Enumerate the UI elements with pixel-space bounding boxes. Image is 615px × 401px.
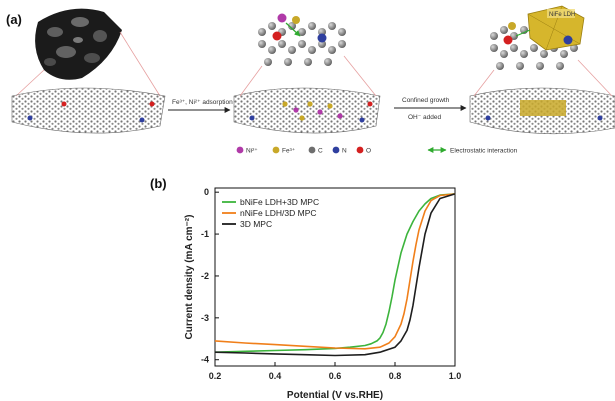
legend-atom-dot <box>356 146 364 154</box>
panel-b-label: (b) <box>150 176 167 191</box>
legend-atom-label: N <box>342 148 347 155</box>
molecule-view-2 <box>258 13 346 66</box>
x-tick-label: 0.8 <box>389 371 402 381</box>
y-tick-label: -2 <box>201 271 209 281</box>
legend-arrow-label: Electrostatic interaction <box>450 148 518 155</box>
legend-atom-label: C <box>318 148 323 155</box>
x-tick-label: 1.0 <box>449 371 462 381</box>
lsv-chart: 0.2 0.4 0.6 0.8 1.0 0 -1 -2 -3 -4 bNiFe LDH+3D MP… <box>184 187 461 401</box>
y-tick-label: -1 <box>201 229 209 239</box>
legend-entry: nNiFe LDH/3D MPC <box>240 208 317 218</box>
step1-text: Fe³⁺, Ni²⁺ adsorption <box>172 99 233 106</box>
zoom-line <box>15 69 45 97</box>
series-line-1 <box>214 193 456 353</box>
series-line-2 <box>214 193 456 350</box>
y-tick-label: -3 <box>201 313 209 323</box>
legend-entry: bNiFe LDH+3D MPC <box>240 197 319 207</box>
legend-atom-dot <box>308 146 316 154</box>
zoom-line <box>343 55 377 97</box>
legend-atom-dot <box>272 146 280 154</box>
legend-atom-label: Fe³⁺ <box>282 148 296 155</box>
x-tick-label: 0.2 <box>209 371 222 381</box>
porous-carbon-image <box>35 8 122 80</box>
ldh-label: NiFe LDH <box>549 12 575 18</box>
step2-text: Confined growth <box>402 97 450 104</box>
x-tick-label: 0.6 <box>329 371 342 381</box>
x-tick-label: 0.4 <box>269 371 282 381</box>
step2-subtext: OH⁻ added <box>408 114 441 121</box>
axis-ticks: 0.2 0.4 0.6 0.8 1.0 0 -1 -2 -3 -4 <box>201 187 461 381</box>
zoom-line <box>239 65 263 97</box>
series-line-3 <box>214 193 456 357</box>
zoom-line <box>473 69 495 97</box>
legend-atom-dot <box>236 146 244 154</box>
legend-atom-dot <box>332 146 340 154</box>
graphene-sheet-2 <box>233 87 381 134</box>
atom-legend: Ni²⁺ Fe³⁺ C N O <box>236 146 371 155</box>
legend-atom-label: Ni²⁺ <box>246 148 258 155</box>
y-tick-label: -4 <box>201 355 209 365</box>
legend-entry: 3D MPC <box>240 219 272 229</box>
zoom-line <box>577 59 613 97</box>
panel-a-label: (a) <box>6 12 22 27</box>
series-lines <box>214 193 456 357</box>
y-tick-label: 0 <box>204 187 209 197</box>
x-axis-label: Potential (V vs.RHE) <box>287 390 383 401</box>
molecule-view-3: NiFe LDH <box>490 5 585 70</box>
zoom-line <box>119 31 161 97</box>
y-axis-label: Current density (mA cm⁻²) <box>184 215 195 340</box>
graphene-sheet-1 <box>11 87 166 134</box>
graphene-sheet-3 <box>469 87 615 135</box>
legend-atom-label: O <box>366 148 371 155</box>
